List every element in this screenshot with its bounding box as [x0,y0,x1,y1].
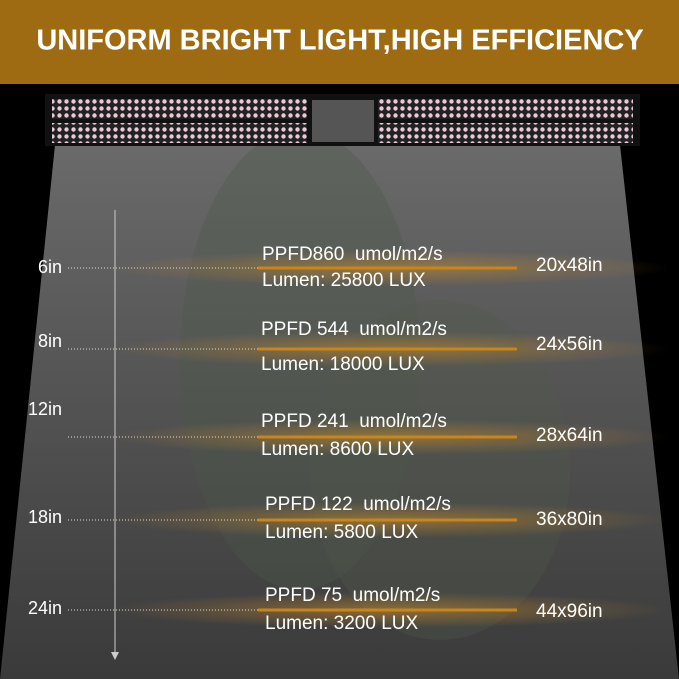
ppfd-text: PPFD 241 umol/m2/s [261,411,447,432]
height-label: 12in [28,399,62,419]
header-band [0,0,679,84]
lumen-text: Lumen: 3200 LUX [265,613,418,634]
lumen-text: Lumen: 8600 LUX [261,439,414,460]
lumen-text: Lumen: 25800 LUX [262,270,426,291]
height-label: 18in [28,507,62,527]
coverage-text: 44x96in [536,601,603,622]
height-label: 8in [38,331,62,351]
lumen-text: Lumen: 18000 LUX [261,354,425,375]
axis-arrow [111,652,119,660]
light-fixture [45,94,640,146]
ppfd-text: PPFD 122 umol/m2/s [265,494,451,515]
lumen-text: Lumen: 5800 LUX [265,522,418,543]
coverage-text: 24x56in [536,334,603,355]
header-title: UNIFORM BRIGHT LIGHT,HIGH EFFICIENCY [36,25,643,57]
height-label: 24in [28,598,62,618]
leaf-shadow [310,300,570,640]
coverage-text: 28x64in [536,425,603,446]
coverage-text: 36x80in [536,509,603,530]
ppfd-text: PPFD 75 umol/m2/s [265,585,440,606]
ppfd-text: PPFD 544 umol/m2/s [261,319,447,340]
ppfd-text: PPFD860 umol/m2/s [262,244,443,265]
coverage-text: 20x48in [536,255,603,276]
height-label: 6in [38,257,62,277]
